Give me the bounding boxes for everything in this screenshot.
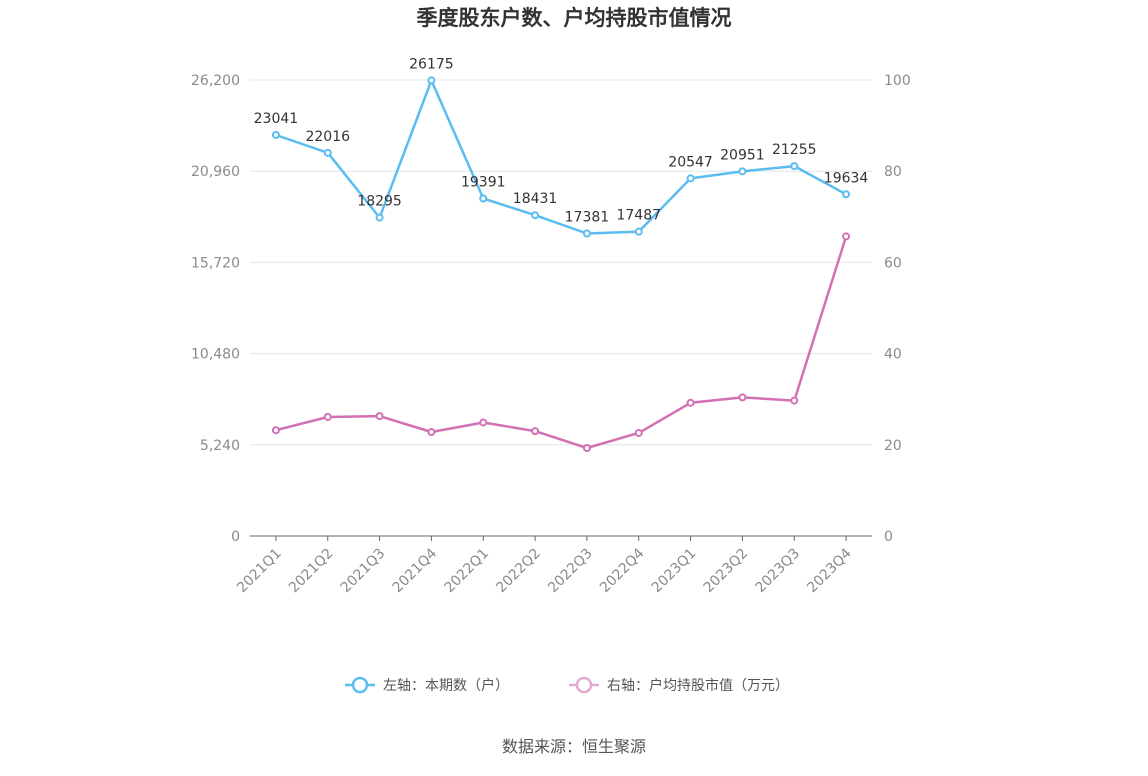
data-point[interactable] bbox=[738, 167, 747, 176]
right-tick-label: 80 bbox=[884, 164, 902, 180]
data-point[interactable] bbox=[375, 412, 384, 421]
x-tick-label: 2023Q3 bbox=[752, 546, 803, 597]
series-line-1 bbox=[275, 79, 847, 235]
data-point[interactable] bbox=[582, 443, 591, 452]
data-point[interactable] bbox=[790, 396, 799, 405]
x-tick-label: 2022Q2 bbox=[493, 546, 544, 597]
data-label: 20951 bbox=[720, 147, 765, 163]
data-label: 18431 bbox=[513, 191, 558, 207]
data-point[interactable] bbox=[271, 426, 280, 435]
source-note: 数据来源：恒生聚源 bbox=[501, 737, 646, 756]
data-label: 17487 bbox=[616, 208, 661, 224]
x-tick-label: 2021Q4 bbox=[390, 545, 441, 596]
data-point[interactable] bbox=[323, 412, 332, 421]
data-point[interactable] bbox=[634, 227, 643, 236]
data-point[interactable] bbox=[842, 190, 851, 199]
data-point[interactable] bbox=[842, 232, 851, 241]
data-label: 18295 bbox=[357, 194, 402, 210]
data-point[interactable] bbox=[479, 418, 488, 427]
x-tick-label: 2021Q3 bbox=[338, 546, 389, 597]
data-label: 20547 bbox=[668, 154, 713, 170]
data-label: 17381 bbox=[565, 209, 610, 225]
data-point[interactable] bbox=[686, 398, 695, 407]
left-tick-label: 5,240 bbox=[200, 438, 240, 454]
legend: 左轴：本期数（户） 右轴：户均持股市值（万元） bbox=[345, 676, 789, 694]
data-label: 23041 bbox=[254, 111, 299, 127]
data-point[interactable] bbox=[531, 211, 540, 220]
x-tick-label: 2023Q2 bbox=[701, 546, 752, 597]
data-point[interactable] bbox=[686, 174, 695, 183]
right-tick-label: 0 bbox=[884, 529, 893, 545]
right-tick-label: 40 bbox=[884, 347, 902, 363]
legend-label: 右轴：户均持股市值（万元） bbox=[607, 677, 789, 694]
data-label: 19634 bbox=[824, 170, 869, 186]
chart-title: 季度股东户数、户均持股市值情况 bbox=[416, 6, 732, 30]
data-labels: 23041 22016 18295 26175 19391 18431 17381 17487… bbox=[254, 56, 869, 225]
data-point[interactable] bbox=[479, 194, 488, 203]
data-label: 26175 bbox=[409, 56, 454, 72]
legend-item-1[interactable]: 左轴：本期数（户） bbox=[345, 676, 509, 694]
legend-marker bbox=[575, 676, 593, 694]
data-label: 22016 bbox=[305, 129, 350, 145]
data-point[interactable] bbox=[531, 427, 540, 436]
right-tick-label: 100 bbox=[884, 73, 911, 89]
data-point[interactable] bbox=[427, 76, 436, 85]
data-label: 19391 bbox=[461, 175, 506, 191]
legend-item-2[interactable]: 右轴：户均持股市值（万元） bbox=[569, 676, 789, 694]
x-tick-label: 2023Q4 bbox=[804, 545, 855, 596]
data-label: 21255 bbox=[772, 142, 817, 158]
data-point[interactable] bbox=[738, 393, 747, 402]
x-tick-label: 2021Q2 bbox=[286, 546, 337, 597]
left-tick-label: 20,960 bbox=[191, 164, 240, 180]
x-tick-label: 2023Q1 bbox=[649, 546, 700, 597]
right-tick-label: 20 bbox=[884, 438, 902, 454]
data-point[interactable] bbox=[427, 428, 436, 437]
data-point[interactable] bbox=[271, 130, 280, 139]
series-line-2 bbox=[275, 236, 848, 450]
x-tick-label: 2022Q4 bbox=[597, 545, 648, 596]
series-lines bbox=[271, 76, 851, 452]
data-point[interactable] bbox=[790, 162, 799, 171]
right-tick-label: 60 bbox=[884, 255, 902, 271]
left-tick-label: 26,200 bbox=[191, 73, 240, 89]
data-point[interactable] bbox=[634, 428, 643, 437]
left-tick-label: 15,720 bbox=[191, 255, 240, 271]
data-point[interactable] bbox=[323, 148, 332, 157]
legend-marker bbox=[351, 676, 369, 694]
left-tick-label: 10,480 bbox=[191, 347, 240, 363]
data-point[interactable] bbox=[582, 229, 591, 238]
grid-lines bbox=[250, 79, 872, 446]
data-point[interactable] bbox=[375, 213, 384, 222]
legend-label: 左轴：本期数（户） bbox=[383, 677, 509, 694]
x-tick-label: 2022Q1 bbox=[441, 546, 492, 597]
x-tick-label: 2021Q1 bbox=[234, 546, 285, 597]
x-tick-label: 2022Q3 bbox=[545, 546, 596, 597]
left-tick-label: 0 bbox=[231, 529, 240, 545]
